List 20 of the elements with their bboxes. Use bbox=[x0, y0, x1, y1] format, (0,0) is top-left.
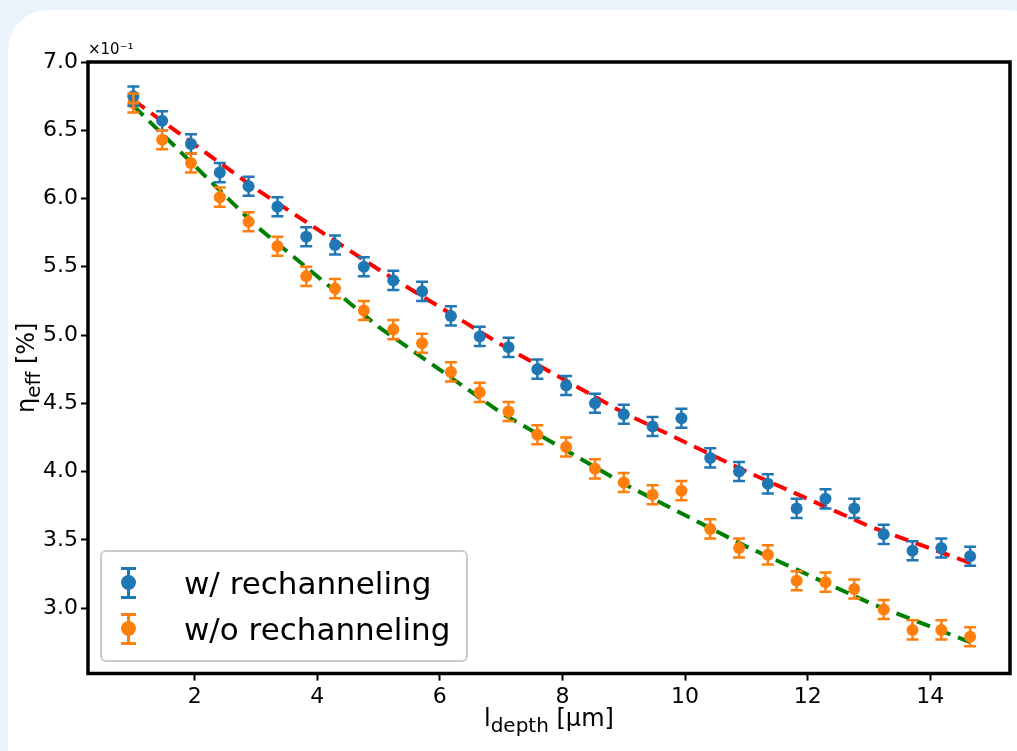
legend-label: w/o rechanneling bbox=[183, 610, 451, 647]
x-tick-label: 4 bbox=[310, 682, 325, 708]
y-tick-label: 5.0 bbox=[42, 320, 78, 346]
x-tick-label: 6 bbox=[432, 682, 447, 708]
y-tick-label: 6.5 bbox=[42, 115, 78, 141]
y-tick-label: 4.5 bbox=[42, 389, 78, 415]
x-tick-label: 2 bbox=[187, 682, 202, 708]
x-tick-label: 12 bbox=[793, 682, 822, 708]
y-tick-label: 4.0 bbox=[42, 457, 78, 483]
x-tick-label: 14 bbox=[916, 682, 945, 708]
y-tick-label: 7.0 bbox=[42, 47, 78, 73]
y-tick-label: 5.5 bbox=[42, 252, 78, 278]
y-tick-label: 3.0 bbox=[42, 593, 78, 619]
x-tick-label: 10 bbox=[671, 682, 700, 708]
y-tick-label: 3.5 bbox=[42, 525, 78, 551]
y-tick-label: 6.0 bbox=[42, 184, 78, 210]
legend-label: w/ rechanneling bbox=[183, 564, 432, 601]
text: ×10⁻¹ bbox=[87, 40, 134, 59]
point bbox=[183, 152, 199, 174]
point bbox=[154, 129, 170, 151]
